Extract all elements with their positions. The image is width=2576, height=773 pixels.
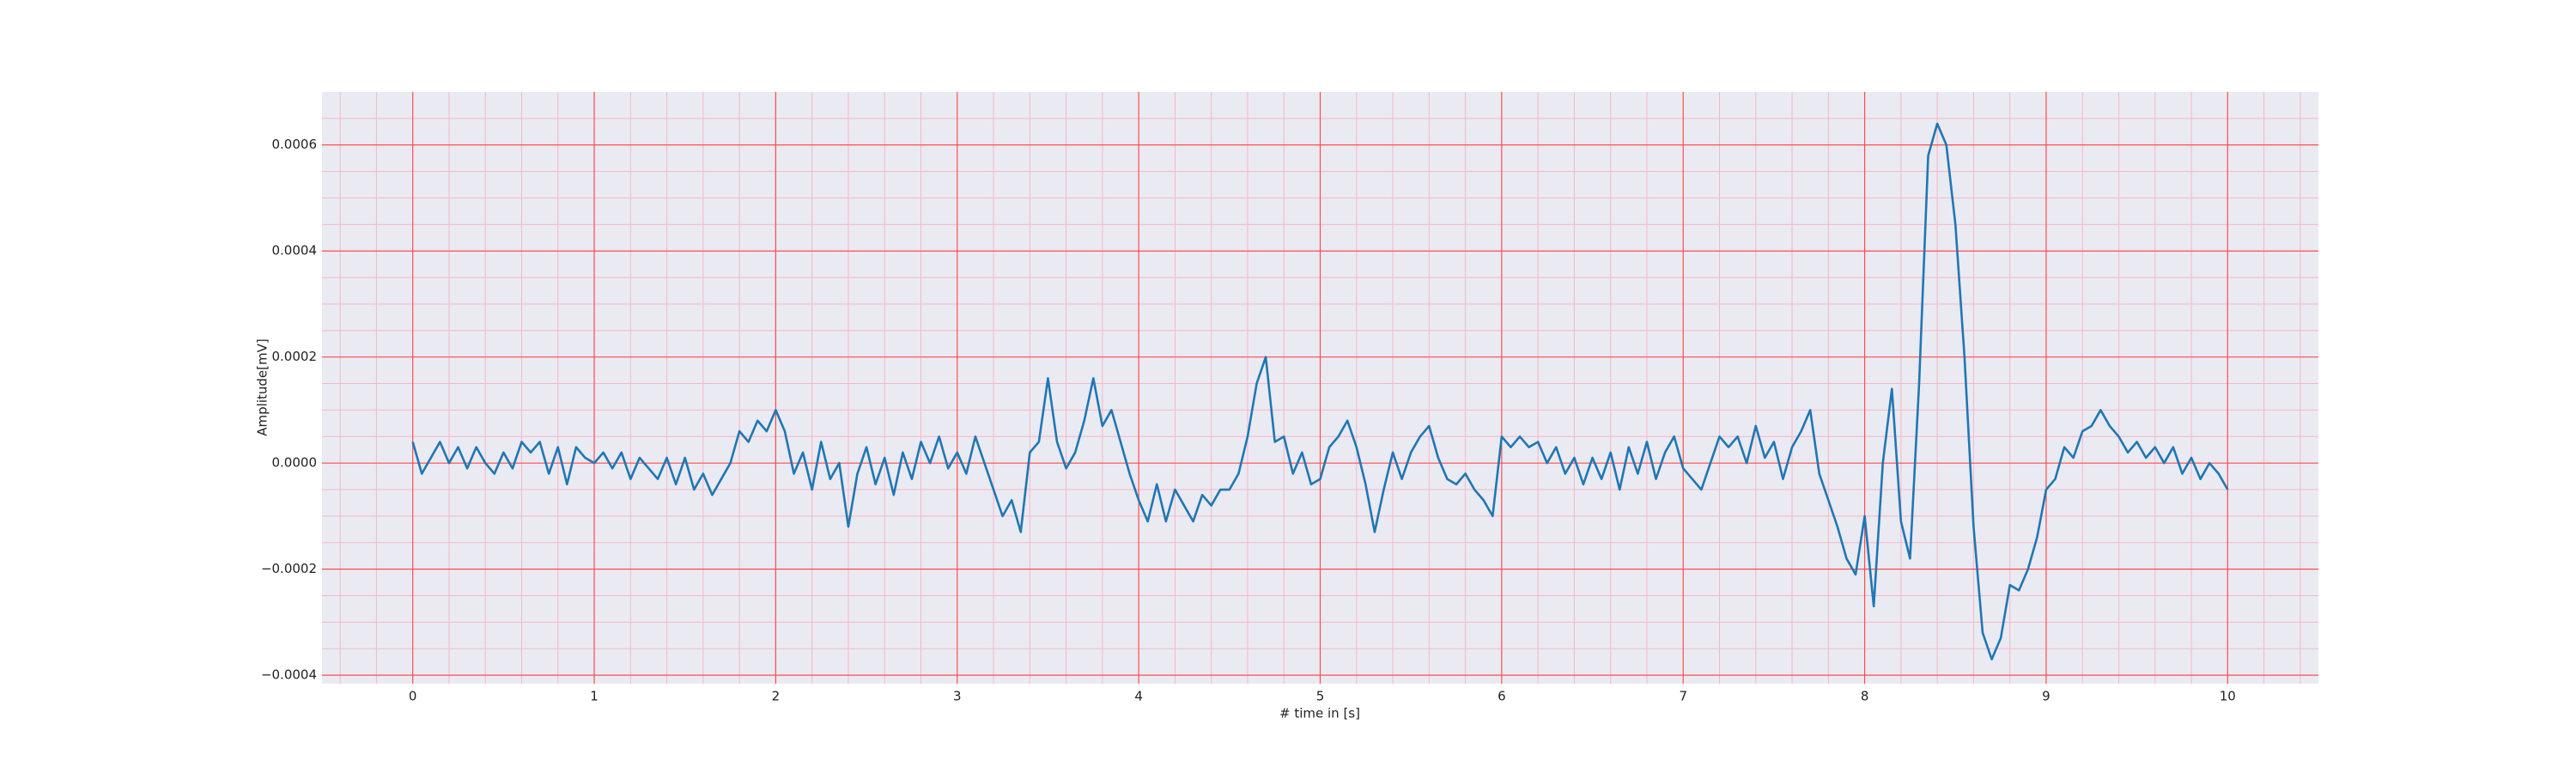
major-grid (322, 92, 2318, 684)
tick-labels: 0 1 2 3 4 5 6 7 8 9 10 −0.0004 −0.0002 0.0000 0.0002 0.… (261, 137, 2236, 703)
y-tick-label: 0.0006 (272, 137, 318, 152)
x-tick-label: 0 (409, 689, 417, 704)
x-tick-label: 5 (1316, 689, 1325, 704)
x-tick-label: 7 (1679, 689, 1687, 704)
y-tick-label: 0.0000 (272, 455, 318, 471)
x-axis-label: # time in [s] (1279, 706, 1360, 721)
x-tick-label: 2 (772, 689, 781, 704)
x-tick-label: 3 (953, 689, 962, 704)
y-tick-label: 0.0004 (272, 243, 318, 259)
y-tick-label: −0.0002 (261, 561, 317, 576)
y-axis-label: Amplitude[mV] (255, 338, 270, 435)
x-tick-label: 9 (2042, 689, 2050, 704)
data-layer (411, 122, 2229, 660)
x-tick-label: 4 (1134, 689, 1143, 704)
signal-line (411, 122, 2229, 660)
x-tick-label: 1 (590, 689, 598, 704)
x-tick-label: 10 (2220, 689, 2236, 704)
x-tick-label: 8 (1861, 689, 1869, 704)
y-tick-label: −0.0004 (261, 667, 317, 683)
y-tick-label: 0.0002 (272, 349, 318, 364)
x-tick-label: 6 (1498, 689, 1506, 704)
